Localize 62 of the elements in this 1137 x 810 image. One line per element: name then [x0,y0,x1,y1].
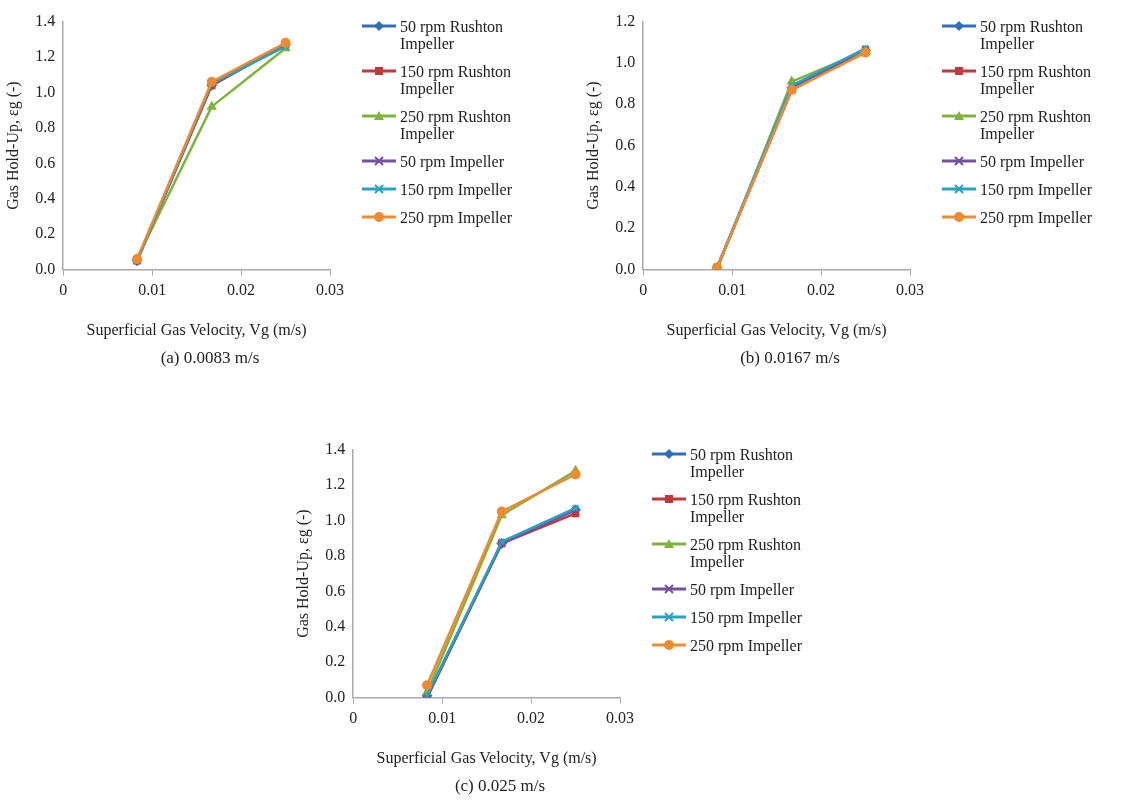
y-tick-label: 0.2 [325,652,346,670]
x-tick-label: 0 [639,281,648,299]
y-tick-label: 0.6 [35,153,56,171]
legend-label: 50 rpm Rushton Impeller [690,446,795,480]
y-tick-label: 0.4 [325,616,346,634]
y-axis-title: Gas Hold-Up, εg (-) [583,81,602,210]
y-tick-label: 1.2 [325,475,346,493]
y-tick-label: 0.0 [35,259,56,277]
legend-label: 250 rpm Rushton Impeller [980,108,1093,142]
y-tick-label: 0.6 [325,581,346,599]
x-tick-label: 0.03 [896,281,924,299]
x-tick-label: 0.02 [517,709,546,727]
y-tick-label: 1.0 [615,53,636,71]
legend-label: 50 rpm Impeller [400,153,504,170]
y-axis-title: Gas Hold-Up, εg (-) [293,509,312,638]
x-axis-title: Superficial Gas Velocity, Vg (m/s) [376,748,597,767]
text: (c) 0.025 m/s [453,776,547,796]
y-tick-label: 0.0 [325,687,346,705]
x-tick-label: 0.03 [316,281,344,299]
x-tick-label: 0.02 [807,281,836,299]
y-tick-label: 1.2 [615,11,636,29]
x-tick-label: 0.01 [138,281,167,299]
legend-label: 250 rpm Impeller [400,209,512,226]
y-tick-label: 0.8 [325,546,346,564]
legend-label: 50 rpm Impeller [690,581,794,598]
y-tick-label: 1.0 [325,510,346,528]
text: (a) 0.0083 m/s [159,348,261,368]
y-tick-label: 1.4 [325,439,346,457]
legend-label: 150 rpm Rushton Impeller [400,63,513,97]
legend-label: 50 rpm Rushton Impeller [980,18,1085,52]
legend-label: 250 rpm Impeller [980,209,1092,226]
y-tick-label: 0.6 [615,135,636,153]
x-tick-label: 0.01 [718,281,747,299]
y-tick-label: 0.4 [35,188,56,206]
x-tick-label: 0.02 [227,281,256,299]
y-tick-label: 0.2 [615,218,636,236]
legend-label: 250 rpm Rushton Impeller [690,536,803,570]
x-tick-label: 0 [59,281,68,299]
legend-label: 250 rpm Rushton Impeller [400,108,513,142]
legend-label: 150 rpm Rushton Impeller [980,63,1093,97]
text: (b) 0.0167 m/s [739,348,841,368]
legend-label: 150 rpm Impeller [690,609,802,626]
legend-label: 50 rpm Rushton Impeller [400,18,505,52]
x-tick-label: 0 [349,709,358,727]
legend-label: 150 rpm Impeller [400,181,512,198]
legend-label: 250 rpm Impeller [690,637,802,654]
legend-label: 150 rpm Impeller [980,181,1092,198]
y-tick-label: 1.4 [35,11,56,29]
y-tick-label: 0.0 [615,259,636,277]
x-tick-label: 0.03 [606,709,634,727]
y-tick-label: 0.2 [35,224,56,242]
x-axis-title: Superficial Gas Velocity, Vg (m/s) [86,320,307,339]
x-tick-label: 0.01 [428,709,457,727]
y-tick-label: 0.8 [615,94,636,112]
y-tick-label: 1.2 [35,47,56,65]
y-axis-title: Gas Hold-Up, εg (-) [3,81,22,210]
y-tick-label: 1.0 [35,82,56,100]
legend-label: 50 rpm Impeller [980,153,1084,170]
y-tick-label: 0.8 [35,118,56,136]
x-axis-title: Superficial Gas Velocity, Vg (m/s) [666,320,887,339]
y-tick-label: 0.4 [615,177,636,195]
legend-label: 150 rpm Rushton Impeller [690,491,803,525]
